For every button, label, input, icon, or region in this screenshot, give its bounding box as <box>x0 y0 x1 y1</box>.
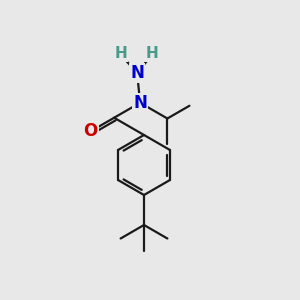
Text: N: N <box>133 94 147 112</box>
Text: O: O <box>84 122 98 140</box>
Text: H: H <box>146 46 158 61</box>
Text: H: H <box>114 46 127 61</box>
Text: N: N <box>130 64 144 82</box>
